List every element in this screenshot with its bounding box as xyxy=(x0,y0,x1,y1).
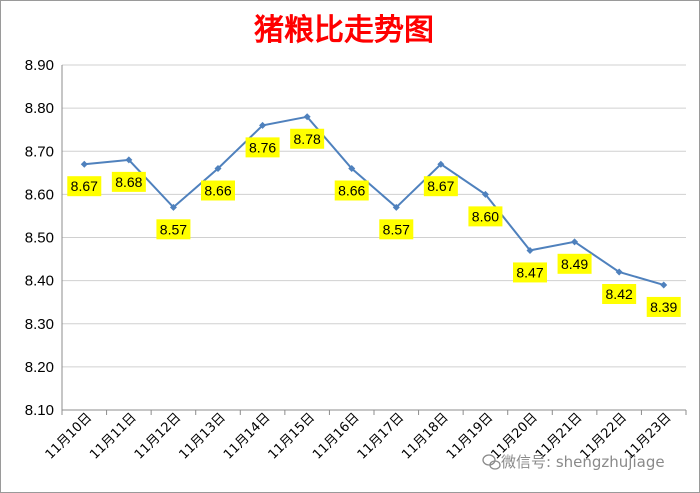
data-label: 8.78 xyxy=(294,131,321,147)
data-point-marker xyxy=(125,156,133,164)
data-label-box xyxy=(557,253,592,274)
y-tick-label: 8.80 xyxy=(25,100,54,117)
data-label-box xyxy=(67,176,102,197)
data-point-marker xyxy=(303,113,311,121)
data-point-marker xyxy=(348,165,356,172)
data-point-marker xyxy=(259,121,267,129)
data-point-marker xyxy=(80,160,88,168)
chart-title: 猪粮比走势图 xyxy=(254,13,434,48)
watermark: 微信号: shengzhujiage xyxy=(482,453,665,471)
data-point-marker xyxy=(169,203,177,211)
data-label: 8.39 xyxy=(650,299,677,315)
data-label: 8.47 xyxy=(516,264,543,280)
data-point-marker xyxy=(392,203,400,211)
data-label: 8.42 xyxy=(606,286,633,302)
y-tick-label: 8.60 xyxy=(25,186,54,203)
data-label: 8.57 xyxy=(160,221,187,237)
data-point-marker xyxy=(214,165,222,172)
data-label-box xyxy=(468,206,503,227)
data-point-marker xyxy=(615,268,623,276)
data-label: 8.66 xyxy=(338,183,365,199)
y-tick-label: 8.70 xyxy=(25,143,54,160)
y-tick-label: 8.10 xyxy=(25,402,54,419)
wechat-icon xyxy=(482,454,501,470)
data-label-box xyxy=(111,171,146,192)
gridlines xyxy=(62,64,686,368)
data-label: 8.67 xyxy=(71,178,98,194)
x-tick-label: 11月17日 xyxy=(355,410,407,462)
data-point-marker xyxy=(481,190,489,198)
x-tick-label: 11月11日 xyxy=(87,410,139,462)
data-point-marker xyxy=(526,246,534,254)
data-labels: 8.67 8.68 8.57 8.66 8.76 8.78 8.66 8.57 8.67 8.60… xyxy=(67,128,681,317)
data-label: 8.60 xyxy=(472,208,499,224)
data-label: 8.49 xyxy=(561,256,588,272)
data-label-box xyxy=(290,128,325,149)
watermark-text: 微信号: shengzhujiage xyxy=(501,453,665,471)
y-tick-labels: 8.10 8.20 8.30 8.40 8.50 8.60 8.70 8.80 8.90 xyxy=(25,57,54,419)
data-label-box xyxy=(513,262,547,283)
data-label-box xyxy=(156,219,191,240)
x-tick-label: 11月12日 xyxy=(132,410,184,462)
data-label: 8.76 xyxy=(249,139,276,155)
data-label: 8.57 xyxy=(383,221,410,237)
data-label-box xyxy=(379,219,414,240)
series-line xyxy=(80,113,668,289)
y-tick-label: 8.90 xyxy=(25,57,54,74)
x-tick-label: 11月15日 xyxy=(266,410,318,462)
data-point-marker xyxy=(437,160,445,168)
data-label: 8.67 xyxy=(427,178,454,194)
x-tick-label: 11月16日 xyxy=(310,410,362,462)
x-tick-label: 11月13日 xyxy=(176,410,228,462)
data-label-box xyxy=(334,180,369,201)
y-tick-label: 8.40 xyxy=(25,273,54,290)
x-tick-label: 11月14日 xyxy=(221,410,273,462)
data-point-marker xyxy=(571,238,579,246)
data-point-marker xyxy=(660,281,668,289)
series-polyline xyxy=(84,115,664,286)
data-label-box xyxy=(201,180,235,201)
data-label: 8.68 xyxy=(115,174,142,190)
y-tick-label: 8.20 xyxy=(25,359,54,376)
y-tick-label: 8.50 xyxy=(25,230,54,247)
data-label-box xyxy=(602,284,637,304)
data-label-box xyxy=(423,176,458,197)
y-tick-label: 8.30 xyxy=(25,316,54,333)
x-tick-label: 11月18日 xyxy=(399,410,451,462)
data-label-box xyxy=(646,296,681,317)
data-label-box xyxy=(245,137,280,158)
axes xyxy=(61,65,687,415)
data-label: 8.66 xyxy=(204,183,231,199)
